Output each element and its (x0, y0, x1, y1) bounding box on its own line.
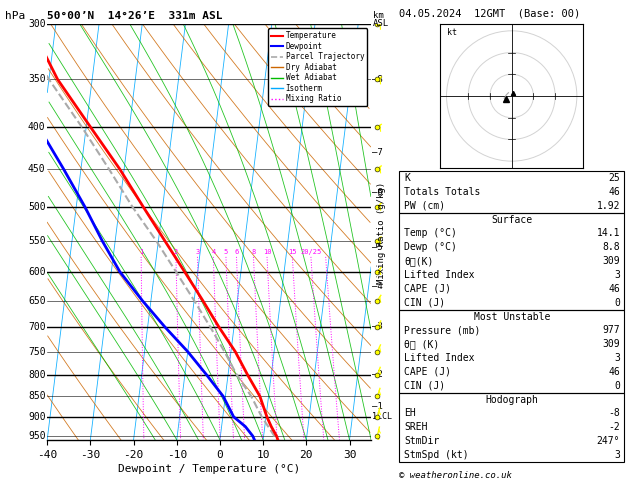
Text: CAPE (J): CAPE (J) (404, 284, 452, 294)
Text: 8.8: 8.8 (603, 242, 620, 252)
Text: 20/25: 20/25 (300, 249, 321, 255)
Text: 3: 3 (196, 249, 199, 255)
Text: 400: 400 (28, 122, 45, 132)
Text: 450: 450 (28, 164, 45, 174)
Text: 1: 1 (139, 249, 143, 255)
Legend: Temperature, Dewpoint, Parcel Trajectory, Dry Adiabat, Wet Adiabat, Isotherm, Mi: Temperature, Dewpoint, Parcel Trajectory… (268, 28, 367, 106)
Text: 2: 2 (174, 249, 178, 255)
Text: PW (cm): PW (cm) (404, 201, 445, 211)
Text: Temp (°C): Temp (°C) (404, 228, 457, 239)
Text: 3: 3 (615, 450, 620, 460)
Text: 15: 15 (288, 249, 297, 255)
Text: 700: 700 (28, 322, 45, 332)
Text: 550: 550 (28, 236, 45, 246)
Text: CAPE (J): CAPE (J) (404, 367, 452, 377)
Text: 50°00’N  14°26’E  331m ASL: 50°00’N 14°26’E 331m ASL (47, 11, 223, 21)
Text: 500: 500 (28, 202, 45, 212)
Text: -2: -2 (608, 422, 620, 433)
Text: 25: 25 (608, 173, 620, 183)
Text: hPa: hPa (5, 11, 25, 21)
Text: -8: -8 (608, 408, 620, 418)
Text: 5: 5 (224, 249, 228, 255)
Text: CIN (J): CIN (J) (404, 297, 445, 308)
Text: –4: –4 (372, 282, 382, 291)
Text: 850: 850 (28, 391, 45, 401)
Text: 46: 46 (608, 284, 620, 294)
Text: Lifted Index: Lifted Index (404, 270, 475, 280)
Text: 309: 309 (603, 256, 620, 266)
Text: 0: 0 (615, 297, 620, 308)
Text: 977: 977 (603, 325, 620, 335)
Text: Surface: Surface (491, 214, 532, 225)
Text: Most Unstable: Most Unstable (474, 312, 550, 322)
Text: –8: –8 (372, 75, 382, 84)
Text: 0: 0 (615, 381, 620, 391)
Text: –7: –7 (372, 148, 382, 157)
Text: Hodograph: Hodograph (485, 395, 538, 405)
X-axis label: Dewpoint / Temperature (°C): Dewpoint / Temperature (°C) (118, 464, 300, 474)
Text: CIN (J): CIN (J) (404, 381, 445, 391)
Text: K: K (404, 173, 410, 183)
Text: 800: 800 (28, 370, 45, 380)
Text: 600: 600 (28, 267, 45, 277)
Text: –6: –6 (372, 188, 382, 197)
Text: Lifted Index: Lifted Index (404, 353, 475, 363)
Text: –3: –3 (372, 323, 382, 331)
Text: 750: 750 (28, 347, 45, 357)
Text: km
ASL: km ASL (373, 11, 389, 28)
Text: 950: 950 (28, 431, 45, 441)
Text: SREH: SREH (404, 422, 428, 433)
Text: –1: –1 (372, 402, 382, 411)
Text: 8: 8 (252, 249, 255, 255)
Text: Totals Totals: Totals Totals (404, 187, 481, 197)
Text: 3: 3 (615, 270, 620, 280)
Text: 350: 350 (28, 74, 45, 85)
Text: θᴄ(K): θᴄ(K) (404, 256, 434, 266)
Text: θᴄ (K): θᴄ (K) (404, 339, 440, 349)
Text: Mixing Ratio (g/kg): Mixing Ratio (g/kg) (377, 182, 386, 284)
Text: 247°: 247° (597, 436, 620, 446)
Text: 900: 900 (28, 412, 45, 422)
Text: 46: 46 (608, 187, 620, 197)
Text: EH: EH (404, 408, 416, 418)
Text: 4: 4 (211, 249, 216, 255)
Text: 3: 3 (615, 353, 620, 363)
Text: 309: 309 (603, 339, 620, 349)
Text: 6: 6 (235, 249, 238, 255)
Text: kt: kt (447, 28, 457, 37)
Text: 1LCL: 1LCL (372, 412, 392, 421)
Text: Pressure (mb): Pressure (mb) (404, 325, 481, 335)
Text: –2: –2 (372, 370, 382, 379)
Text: 300: 300 (28, 19, 45, 29)
Text: 46: 46 (608, 367, 620, 377)
Text: StmSpd (kt): StmSpd (kt) (404, 450, 469, 460)
Text: StmDir: StmDir (404, 436, 440, 446)
Text: 650: 650 (28, 295, 45, 306)
Text: 1.92: 1.92 (597, 201, 620, 211)
Text: 04.05.2024  12GMT  (Base: 00): 04.05.2024 12GMT (Base: 00) (399, 9, 581, 19)
Text: –5: –5 (372, 243, 382, 252)
Text: Dewp (°C): Dewp (°C) (404, 242, 457, 252)
Text: 14.1: 14.1 (597, 228, 620, 239)
Text: 10: 10 (263, 249, 271, 255)
Text: © weatheronline.co.uk: © weatheronline.co.uk (399, 471, 512, 480)
